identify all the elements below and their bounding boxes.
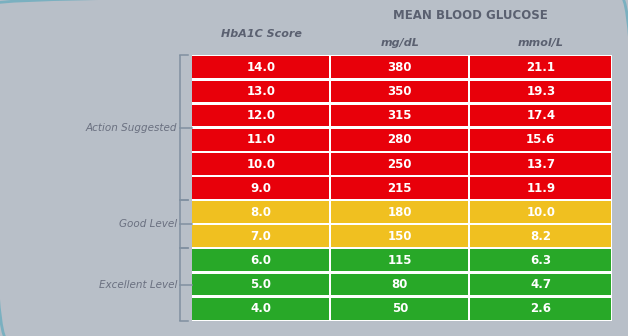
Text: 50: 50: [392, 302, 408, 315]
Text: 14.0: 14.0: [246, 61, 276, 74]
Bar: [470, 225, 611, 247]
Text: 6.0: 6.0: [251, 254, 271, 267]
Bar: [332, 274, 468, 295]
Bar: [470, 81, 611, 102]
Bar: [332, 250, 468, 271]
Bar: [332, 105, 468, 126]
Bar: [192, 274, 330, 295]
Text: 11.0: 11.0: [246, 133, 276, 146]
Text: 13.0: 13.0: [246, 85, 276, 98]
Text: 6.3: 6.3: [530, 254, 551, 267]
Text: 9.0: 9.0: [251, 182, 271, 195]
Bar: [192, 250, 330, 271]
Text: 150: 150: [387, 230, 412, 243]
Text: 250: 250: [387, 158, 412, 171]
Text: 13.7: 13.7: [526, 158, 555, 171]
Text: mmol/L: mmol/L: [517, 38, 564, 48]
Bar: [470, 298, 611, 320]
Bar: [332, 129, 468, 151]
Text: 380: 380: [387, 61, 412, 74]
Text: Action Suggested: Action Suggested: [85, 123, 177, 133]
Bar: [470, 250, 611, 271]
Bar: [470, 201, 611, 223]
Bar: [332, 81, 468, 102]
Text: 10.0: 10.0: [246, 158, 276, 171]
Text: 5.0: 5.0: [251, 278, 271, 291]
Text: 80: 80: [392, 278, 408, 291]
Text: 8.2: 8.2: [530, 230, 551, 243]
Bar: [192, 129, 330, 151]
Bar: [470, 105, 611, 126]
Bar: [332, 153, 468, 175]
Text: 4.0: 4.0: [251, 302, 271, 315]
Text: 280: 280: [387, 133, 412, 146]
Bar: [192, 298, 330, 320]
Bar: [470, 153, 611, 175]
Bar: [192, 153, 330, 175]
Bar: [192, 81, 330, 102]
Text: MEAN BLOOD GLUCOSE: MEAN BLOOD GLUCOSE: [393, 9, 548, 22]
Text: 8.0: 8.0: [251, 206, 271, 219]
Bar: [332, 56, 468, 78]
Bar: [470, 274, 611, 295]
Text: 215: 215: [387, 182, 412, 195]
Text: 15.6: 15.6: [526, 133, 555, 146]
Bar: [192, 105, 330, 126]
Text: 4.7: 4.7: [530, 278, 551, 291]
Text: 115: 115: [387, 254, 412, 267]
Bar: [332, 298, 468, 320]
Bar: [332, 177, 468, 199]
Text: 19.3: 19.3: [526, 85, 555, 98]
Bar: [332, 201, 468, 223]
Text: HbA1C Score: HbA1C Score: [220, 29, 301, 39]
Bar: [192, 177, 330, 199]
Text: 21.1: 21.1: [526, 61, 555, 74]
Text: mg/dL: mg/dL: [381, 38, 420, 48]
Bar: [332, 225, 468, 247]
Text: 12.0: 12.0: [246, 109, 276, 122]
Text: 350: 350: [387, 85, 412, 98]
Text: 315: 315: [387, 109, 412, 122]
Bar: [192, 225, 330, 247]
Text: 10.0: 10.0: [526, 206, 555, 219]
Bar: [470, 177, 611, 199]
Bar: [470, 129, 611, 151]
Bar: [192, 201, 330, 223]
Text: Excellent Level: Excellent Level: [99, 280, 177, 290]
Text: 7.0: 7.0: [251, 230, 271, 243]
Bar: [470, 56, 611, 78]
Text: 11.9: 11.9: [526, 182, 555, 195]
Text: 2.6: 2.6: [530, 302, 551, 315]
Text: 180: 180: [387, 206, 412, 219]
Text: Good Level: Good Level: [119, 219, 177, 229]
Text: 17.4: 17.4: [526, 109, 555, 122]
Bar: [192, 55, 612, 321]
Bar: [192, 56, 330, 78]
